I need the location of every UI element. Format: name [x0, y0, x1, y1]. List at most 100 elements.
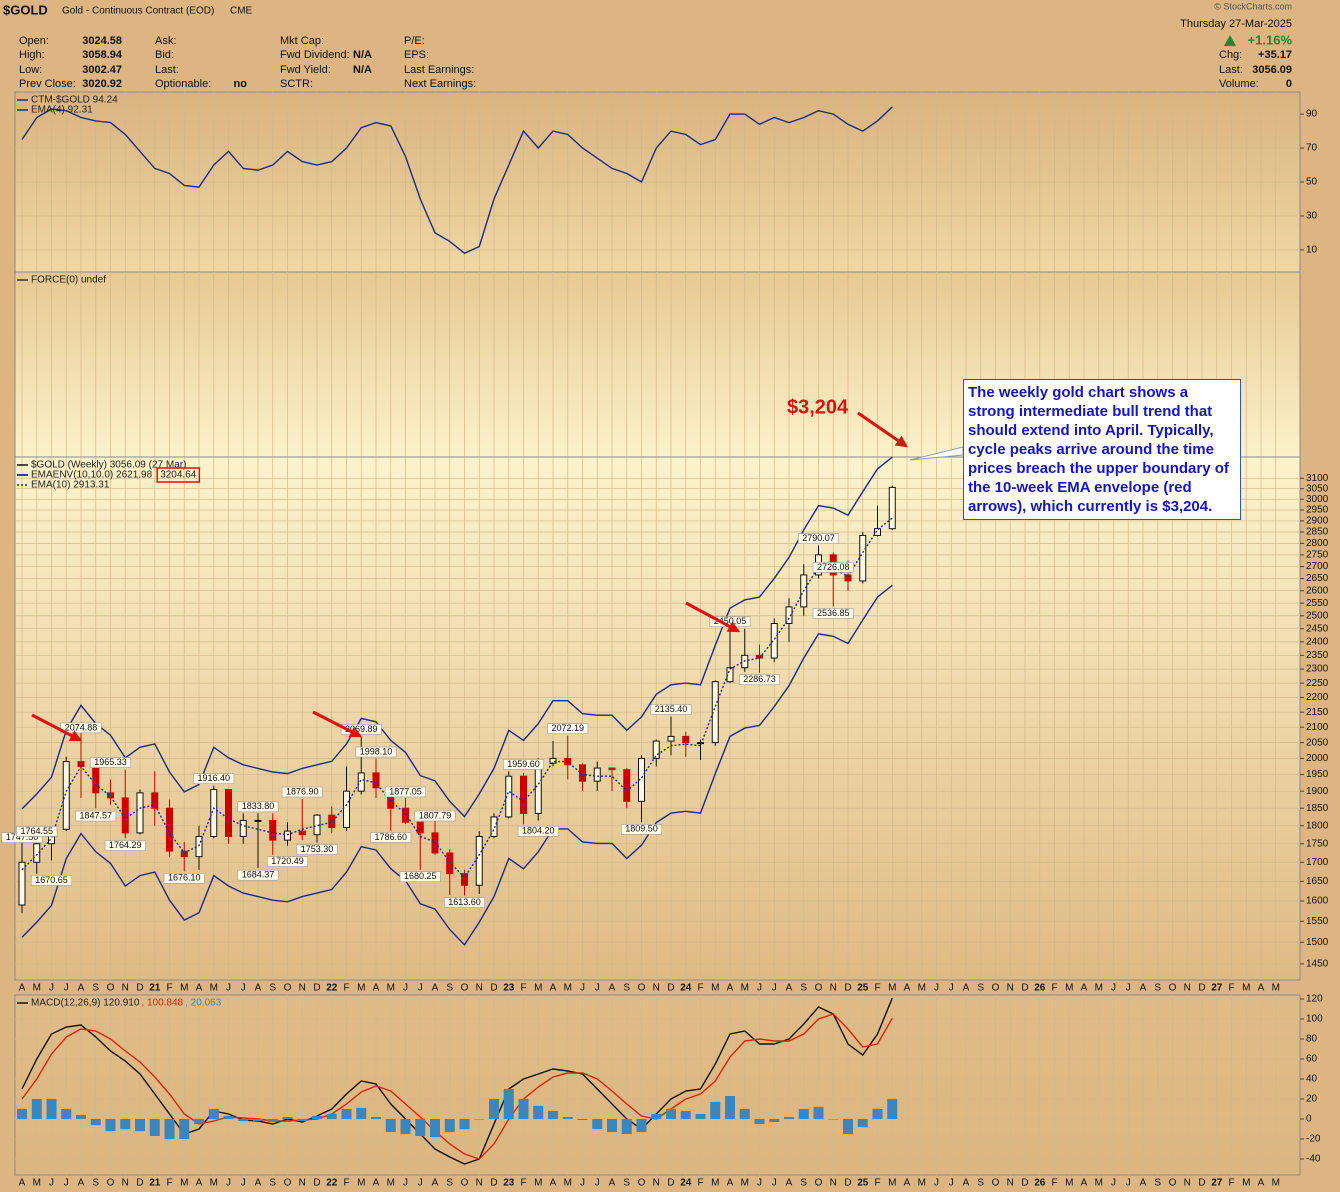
candle-body — [579, 764, 586, 782]
x-tick-label: S — [1154, 1178, 1161, 1189]
y-tick-label: 3000 — [1306, 494, 1329, 505]
histogram-bar — [636, 1119, 647, 1132]
candle-body — [151, 792, 159, 809]
histogram-bar — [61, 1109, 72, 1119]
y-tick-label: -40 — [1306, 1154, 1321, 1165]
histogram-bar — [223, 1116, 234, 1119]
annotation-box — [296, 844, 338, 855]
annotation-box — [266, 856, 308, 867]
x-tick-label: O — [815, 983, 823, 994]
annotation-box — [738, 674, 780, 686]
x-tick-label: F — [697, 1178, 703, 1189]
y-tick-label: 1950 — [1306, 769, 1329, 780]
legend-label: FORCE(0) undef — [31, 275, 106, 286]
annotation-box — [237, 869, 279, 881]
quote-value: N/A — [353, 49, 372, 61]
x-tick-label: D — [136, 1178, 143, 1189]
x-tick-label: A — [196, 983, 203, 994]
date: Thursday 27-Mar-2025 — [1180, 18, 1292, 30]
candle-body — [136, 792, 144, 834]
x-tick-label: M — [33, 983, 41, 994]
histogram-bar — [503, 1089, 514, 1119]
histogram-bar — [400, 1119, 411, 1134]
y-tick-label: 100 — [1306, 1014, 1323, 1025]
x-tick-label: M — [564, 1178, 572, 1189]
x-tick-label: M — [1272, 1178, 1280, 1189]
quote-label: SCTR: — [280, 78, 313, 90]
x-tick-label: J — [580, 1178, 585, 1189]
candle-body — [859, 534, 867, 582]
x-tick-label: F — [874, 983, 880, 994]
histogram-bar — [695, 1114, 706, 1119]
annotation-label: 2450.05 — [714, 616, 747, 626]
x-tick-label: A — [550, 1178, 557, 1189]
candle-body — [623, 769, 631, 802]
candle-body — [33, 843, 41, 863]
y-tick-label: 2700 — [1306, 561, 1329, 572]
quote-label: Chg: — [1219, 49, 1242, 61]
x-tick-label: D — [136, 983, 143, 994]
histogram-bar — [872, 1109, 883, 1119]
y-tick-label: 2750 — [1306, 549, 1329, 560]
x-tick-label: F — [1051, 1178, 1057, 1189]
symbol: $GOLD — [3, 2, 48, 17]
annotation-label: 1753.30 — [301, 844, 334, 854]
y-tick-label: 2450 — [1306, 623, 1329, 634]
annotation-box — [370, 832, 412, 843]
candle-body — [652, 740, 660, 759]
histogram-bar — [651, 1114, 662, 1119]
x-tick-label: O — [107, 1178, 115, 1189]
x-tick-label: M — [534, 1178, 542, 1189]
x-tick-label: J — [934, 983, 939, 994]
x-tick-label: M — [888, 1178, 896, 1189]
y-tick-label: 10 — [1306, 245, 1318, 256]
x-tick-label: O — [815, 1178, 823, 1189]
candle-body — [166, 807, 173, 852]
x-tick-label: 23 — [503, 983, 515, 994]
y-tick-label: 2100 — [1306, 722, 1329, 733]
histogram-bar — [149, 1119, 160, 1136]
quote-value: 3056.09 — [1252, 64, 1292, 76]
x-tick-label: A — [373, 983, 380, 994]
x-tick-label: 27 — [1211, 983, 1223, 994]
quote-label: Last Earnings: — [404, 64, 474, 76]
candle-body — [313, 814, 321, 836]
x-tick-label: F — [1051, 983, 1057, 994]
x-tick-label: O — [1169, 983, 1177, 994]
candle-body — [372, 772, 380, 789]
x-tick-label: M — [180, 1178, 188, 1189]
x-tick-label: A — [786, 1178, 793, 1189]
x-tick-label: A — [727, 1178, 734, 1189]
quote-label: Fwd Yield: — [280, 64, 331, 76]
x-tick-label: 26 — [1034, 1178, 1046, 1189]
quote-label: Low: — [19, 64, 42, 76]
x-tick-label: A — [904, 983, 911, 994]
histogram-bar — [769, 1119, 780, 1122]
x-tick-label: O — [107, 983, 115, 994]
quote-label: Next Earnings: — [404, 78, 476, 90]
annotation-box — [620, 824, 662, 835]
histogram-bar — [356, 1108, 367, 1119]
histogram-bar — [179, 1119, 190, 1139]
annotation-label: 2790.07 — [802, 533, 835, 543]
y-tick-label: 2400 — [1306, 637, 1329, 648]
x-tick-label: 26 — [1034, 983, 1046, 994]
y-tick-label: 2900 — [1306, 516, 1329, 527]
x-tick-label: N — [122, 983, 129, 994]
series-line — [21, 997, 893, 1165]
y-tick-label: 80 — [1306, 1034, 1318, 1045]
candle-body — [770, 622, 778, 659]
x-tick-label: A — [19, 1178, 26, 1189]
x-tick-label: J — [772, 983, 777, 994]
x-tick-label: M — [1272, 983, 1280, 994]
x-tick-label: F — [1228, 983, 1234, 994]
x-tick-label: D — [844, 983, 851, 994]
quote-value: N/A — [353, 64, 372, 76]
candle-body — [520, 775, 527, 814]
annotation-box — [90, 757, 132, 768]
x-tick-label: O — [638, 1178, 646, 1189]
y-tick-label: 2250 — [1306, 678, 1329, 689]
x-tick-label: D — [844, 1178, 851, 1189]
annotation-box — [547, 723, 589, 735]
y-tick-label: 2350 — [1306, 650, 1329, 661]
